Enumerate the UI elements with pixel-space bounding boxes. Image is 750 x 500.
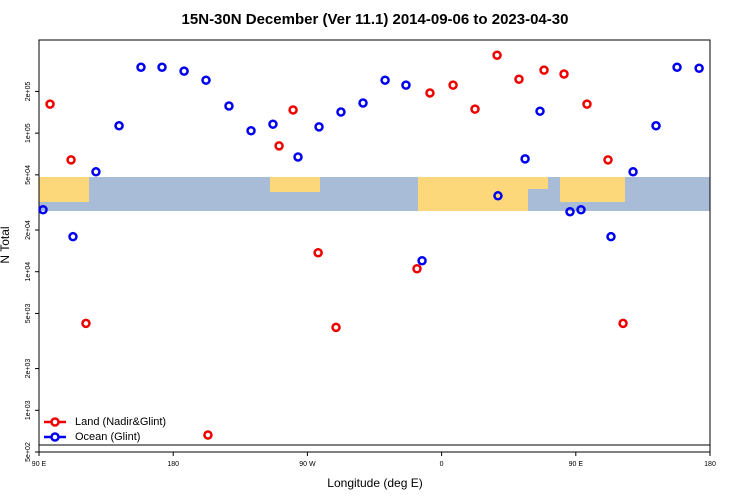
point: [401, 80, 411, 90]
y-tick-label: 5e+02: [25, 442, 32, 462]
point: [539, 65, 549, 75]
point: [492, 50, 502, 60]
point: [313, 248, 323, 258]
x-tick-label: 180: [704, 461, 716, 468]
point: [576, 204, 586, 215]
point: [66, 155, 76, 165]
point: [246, 126, 256, 136]
point: [425, 88, 435, 98]
y-axis-label: N Total: [0, 226, 12, 263]
point: [565, 206, 575, 217]
point: [412, 264, 422, 274]
legend-marker: [50, 432, 60, 442]
x-tick-label: 90 W: [299, 461, 316, 468]
point: [331, 322, 341, 333]
y-tick-label: 2e+05: [25, 81, 32, 101]
point: [651, 121, 661, 131]
point: [606, 231, 616, 242]
x-tick-label: 90 E: [569, 461, 584, 468]
point: [274, 141, 284, 151]
point: [114, 121, 124, 131]
point: [582, 99, 592, 109]
point: [417, 255, 427, 266]
point: [470, 104, 480, 114]
point: [288, 105, 298, 115]
point: [136, 62, 146, 72]
point: [559, 69, 569, 79]
point: [514, 74, 524, 84]
y-tick-label: 1e+03: [25, 400, 32, 420]
point: [201, 75, 211, 85]
x-tick-label: 180: [167, 461, 179, 468]
point: [493, 191, 503, 201]
point: [157, 62, 167, 72]
point: [618, 318, 628, 329]
y-tick-label: 5e+04: [25, 165, 32, 185]
point: [694, 63, 704, 73]
y-tick-label: 1e+04: [25, 262, 32, 282]
point: [380, 75, 390, 85]
point: [314, 122, 324, 132]
plot-frame: [38, 39, 711, 453]
x-axis-label: Longitude (deg E): [327, 476, 422, 490]
point: [293, 152, 303, 162]
point: [535, 106, 545, 116]
point: [268, 119, 278, 129]
point: [520, 154, 530, 164]
legend-marker: [50, 417, 60, 427]
y-tick-label: 2e+04: [25, 220, 32, 240]
point: [672, 62, 682, 72]
chart-title: 15N-30N December (Ver 11.1) 2014-09-06 t…: [182, 11, 569, 28]
point: [336, 107, 346, 117]
point: [203, 430, 213, 440]
y-tick-label: 2e+03: [25, 359, 32, 379]
point: [628, 167, 638, 177]
legend-label: Land (Nadir&Glint): [75, 416, 166, 428]
map-band: [39, 177, 710, 211]
point: [91, 167, 101, 177]
point: [68, 231, 78, 242]
x-tick-label: 0: [440, 461, 444, 468]
point: [179, 66, 189, 76]
point: [45, 99, 55, 109]
point: [224, 101, 234, 111]
point: [358, 98, 368, 108]
legend-label: Ocean (Glint): [75, 431, 140, 443]
point: [81, 318, 91, 329]
x-tick-label: 90 E: [32, 461, 47, 468]
y-tick-label: 5e+03: [25, 303, 32, 323]
point: [603, 155, 613, 165]
point: [38, 204, 48, 215]
point: [448, 80, 458, 90]
y-tick-label: 1e+05: [25, 123, 32, 143]
